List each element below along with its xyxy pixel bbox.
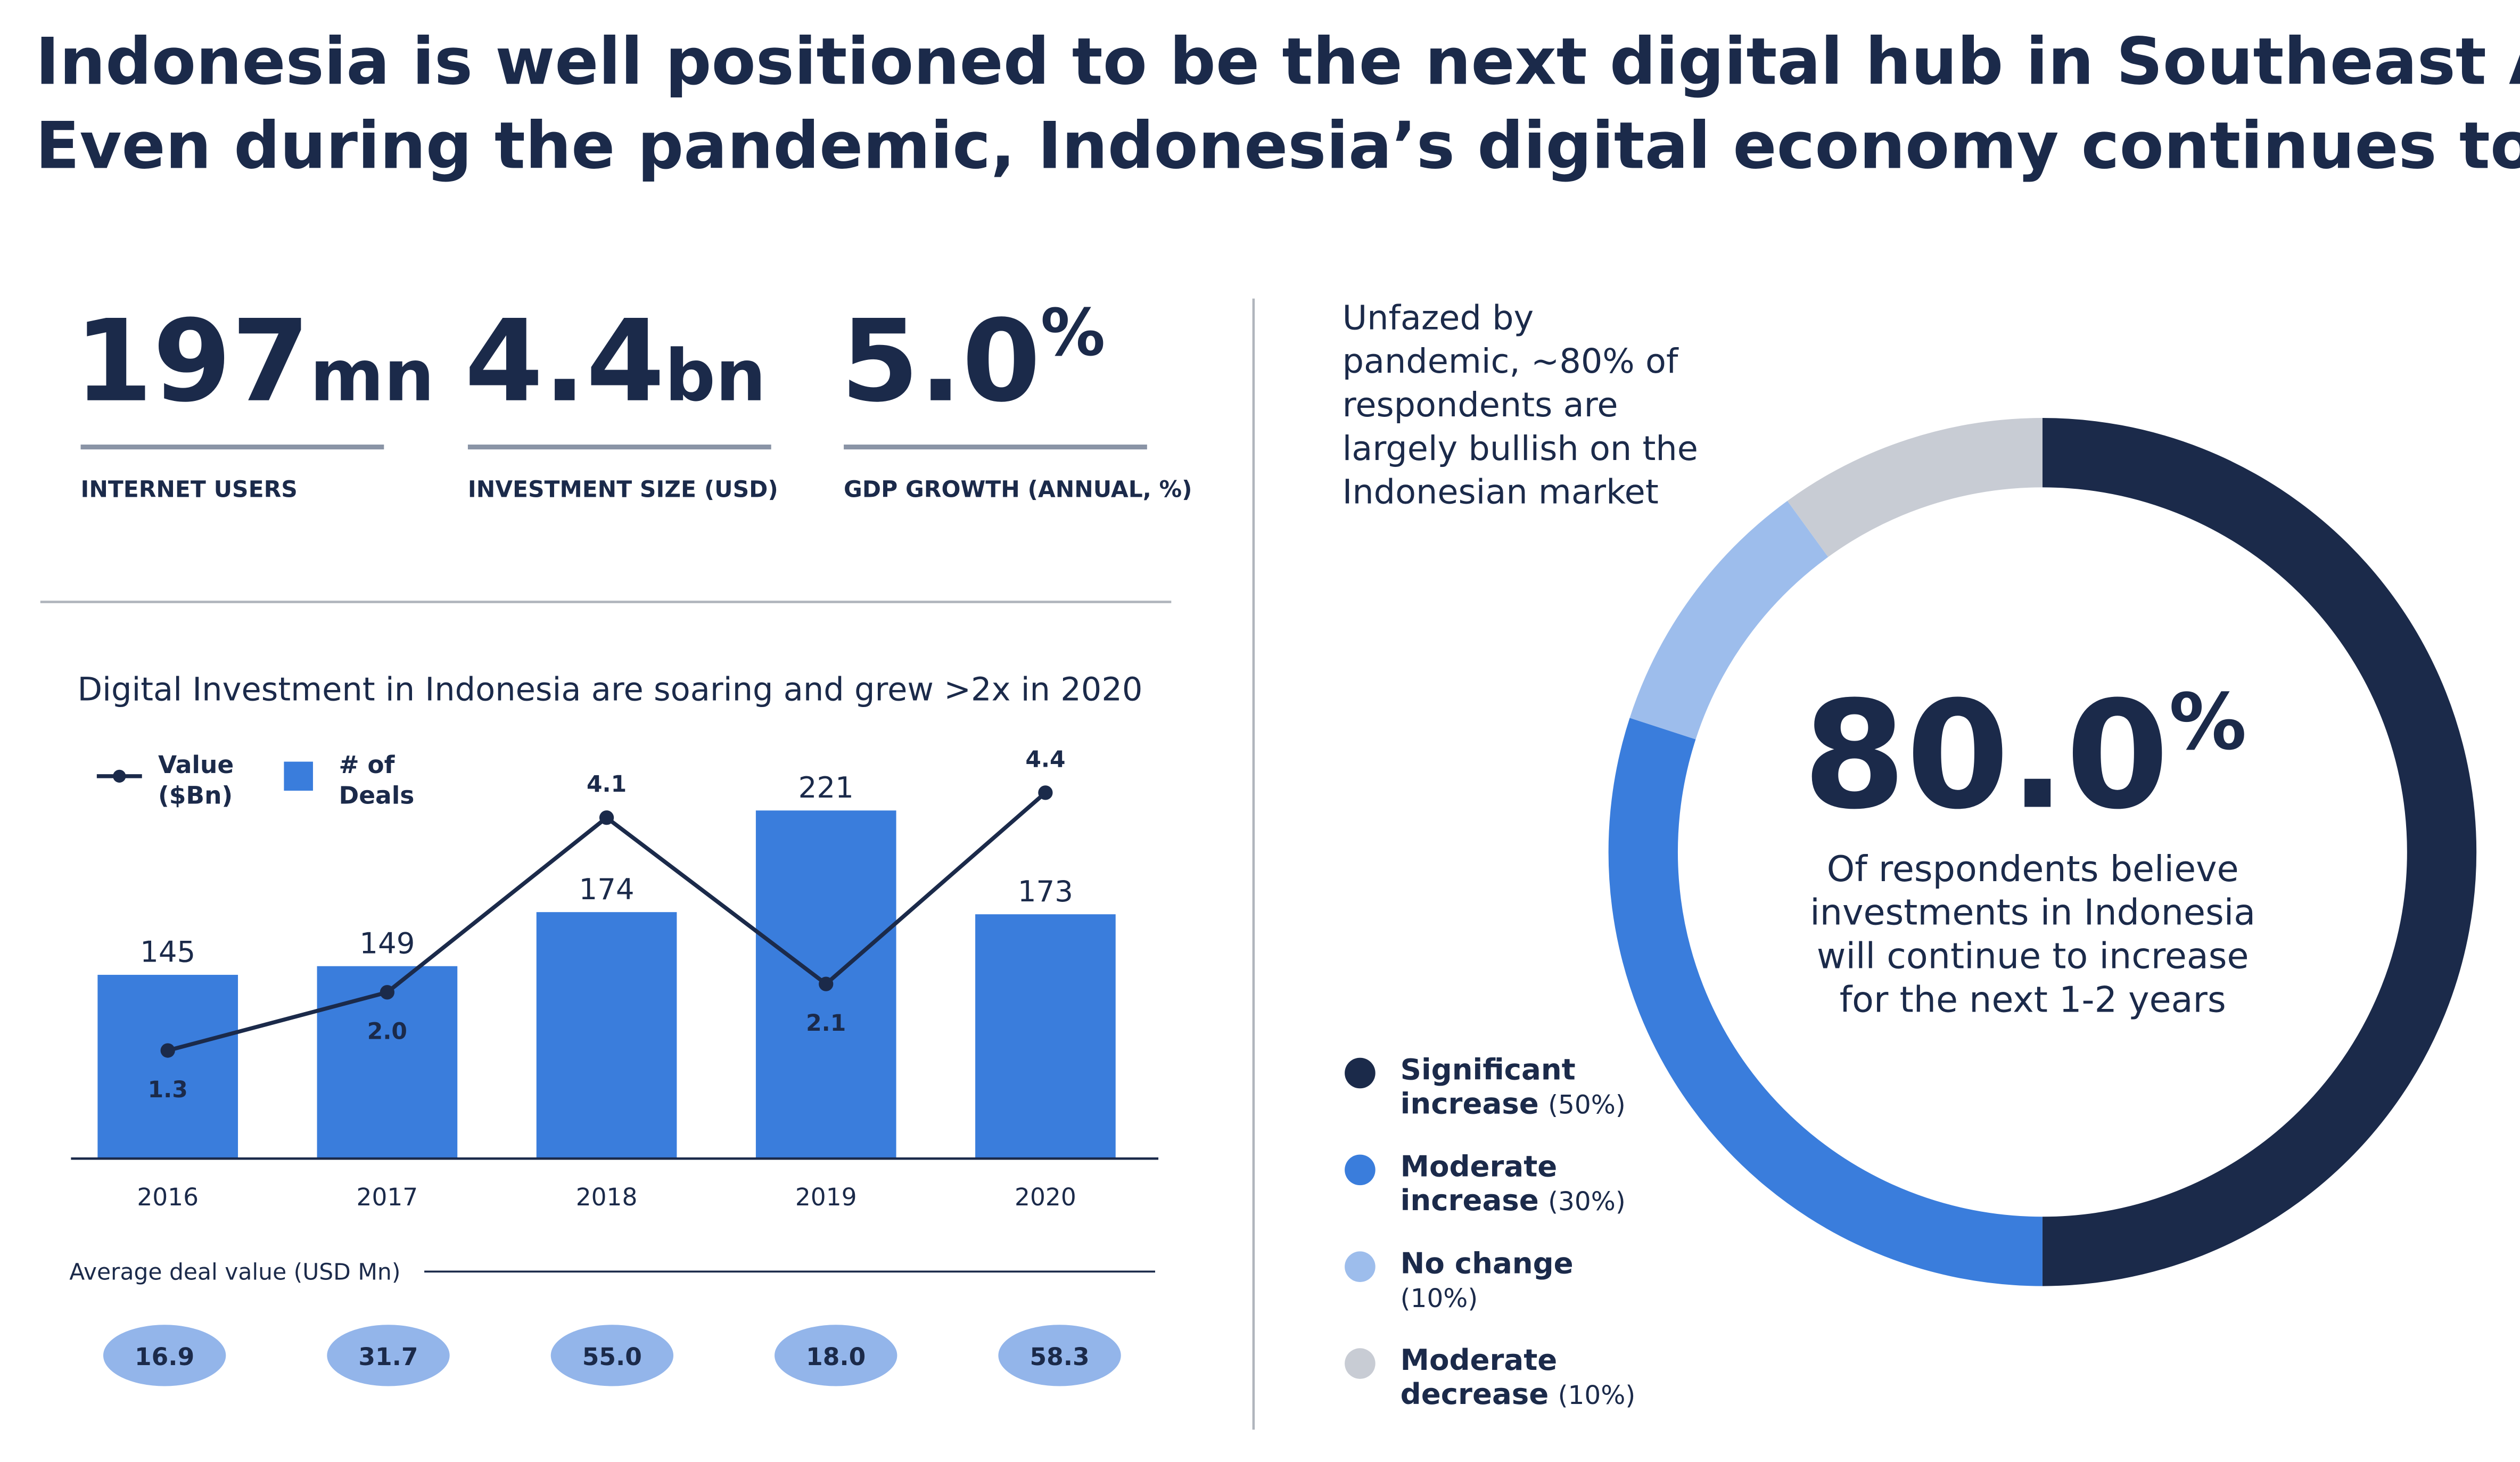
legend-dot xyxy=(1345,1154,1376,1186)
stat-value: 4.4 xyxy=(465,296,665,428)
stat-label: INTERNET USERS xyxy=(81,477,298,503)
legend-label: # of Deals xyxy=(339,750,415,810)
legend-dot xyxy=(1345,1348,1376,1379)
x-tick-label: 2018 xyxy=(576,1183,638,1211)
avg-value: 16.9 xyxy=(135,1343,194,1371)
avg-badge xyxy=(103,1325,226,1386)
legend-box: Moderate increase (30%) xyxy=(1401,1151,1643,1218)
legend-value: (10%) xyxy=(1558,1379,1636,1410)
legend-name: Significant increase xyxy=(1400,1054,1576,1122)
legend-label: Value ($Bn) xyxy=(158,750,234,810)
legend-entry: Significant increase (50%) xyxy=(1401,1054,1643,1121)
avg-label: Average deal value (USD Mn) xyxy=(69,1259,400,1285)
center-value: 80.0% xyxy=(1803,669,2247,842)
headline: Even during the pandemic, Indonesia’s di… xyxy=(36,108,2520,183)
stat-unit: % xyxy=(1041,295,1105,371)
donut-title: Unfazed by pandemic, ~80% of respondents… xyxy=(1342,298,1698,512)
legend-entry: Moderate decrease (10%) xyxy=(1401,1344,1643,1412)
headline: Indonesia is well positioned to be the n… xyxy=(36,24,2520,100)
legend-entry: Moderate increase (30%) xyxy=(1401,1151,1643,1218)
avg-badge xyxy=(998,1325,1121,1386)
donut-title-box: Unfazed by pandemic, ~80% of respondents… xyxy=(1342,298,1698,512)
bar-label: 174 xyxy=(579,872,634,906)
value-point xyxy=(1038,785,1053,800)
legend-dot xyxy=(1345,1057,1376,1089)
stat-value: 5.0 xyxy=(841,296,1041,428)
legend-dot xyxy=(1345,1251,1376,1282)
legend-entry: No change (10%) xyxy=(1401,1247,1643,1315)
value-label: 2.0 xyxy=(367,1019,407,1045)
legend-name: Moderate decrease xyxy=(1400,1344,1558,1412)
legend-box: Significant increase (50%) xyxy=(1401,1054,1643,1121)
center-unit: % xyxy=(2169,677,2247,767)
x-tick-label: 2019 xyxy=(795,1183,857,1211)
avg-badge xyxy=(775,1325,897,1386)
stat: 4.4bn xyxy=(465,296,766,428)
legend-name: Moderate increase xyxy=(1400,1150,1558,1219)
chart-title: Digital Investment in Indonesia are soar… xyxy=(77,671,1142,708)
avg-value: 31.7 xyxy=(358,1343,418,1371)
avg-value: 18.0 xyxy=(806,1343,866,1371)
x-tick-label: 2016 xyxy=(137,1183,199,1211)
legend-name: No change xyxy=(1400,1247,1574,1282)
legend-swatch xyxy=(284,761,313,791)
bar-label: 145 xyxy=(140,935,195,969)
center-text-box: Of respondents believe investments in In… xyxy=(1810,850,2256,1022)
bar xyxy=(536,912,677,1159)
value-label: 4.1 xyxy=(587,771,627,798)
x-tick-label: 2017 xyxy=(357,1183,418,1211)
value-point xyxy=(160,1043,175,1058)
stat-label: INVESTMENT SIZE (USD) xyxy=(468,477,778,503)
stat: 197mn xyxy=(74,296,434,428)
stat-label: GDP GROWTH (ANNUAL, %) xyxy=(844,477,1192,503)
stat-unit: bn xyxy=(665,335,766,417)
bar xyxy=(97,974,238,1159)
avg-value: 58.3 xyxy=(1030,1343,1090,1371)
value-point xyxy=(380,985,395,1000)
legend-value: (50%) xyxy=(1548,1089,1626,1120)
donut-segment xyxy=(1629,500,1829,740)
bar-label: 221 xyxy=(798,770,854,804)
legend-value: (10%) xyxy=(1400,1283,1478,1314)
value-point xyxy=(819,976,834,991)
legend-value: (30%) xyxy=(1548,1186,1626,1217)
center-number: 80.0 xyxy=(1803,669,2169,842)
avg-value: 55.0 xyxy=(582,1343,642,1371)
stat-value: 197 xyxy=(74,296,310,428)
center-text: Of respondents believe investments in In… xyxy=(1810,850,2256,1022)
stat: 5.0% xyxy=(841,295,1105,428)
value-point xyxy=(599,810,614,825)
value-label: 2.1 xyxy=(806,1011,846,1037)
bar-label: 149 xyxy=(359,926,415,960)
bar xyxy=(975,914,1116,1159)
x-tick-label: 2020 xyxy=(1015,1183,1076,1211)
value-label: 1.3 xyxy=(148,1077,188,1103)
legend-box: # of Deals xyxy=(339,750,415,810)
donut-segment xyxy=(1787,418,2043,557)
donut-segment xyxy=(1608,718,2043,1286)
stat-unit: mn xyxy=(310,335,434,417)
legend-dot xyxy=(113,769,126,783)
legend-box: Moderate decrease (10%) xyxy=(1401,1344,1643,1412)
avg-badge xyxy=(550,1325,674,1386)
avg-badge xyxy=(327,1325,450,1386)
value-label: 4.4 xyxy=(1025,746,1065,773)
bar-label: 173 xyxy=(1018,874,1073,908)
legend-box: No change (10%) xyxy=(1401,1247,1643,1315)
donut-segment xyxy=(2042,418,2477,1286)
legend-box: Value ($Bn) xyxy=(158,750,234,810)
